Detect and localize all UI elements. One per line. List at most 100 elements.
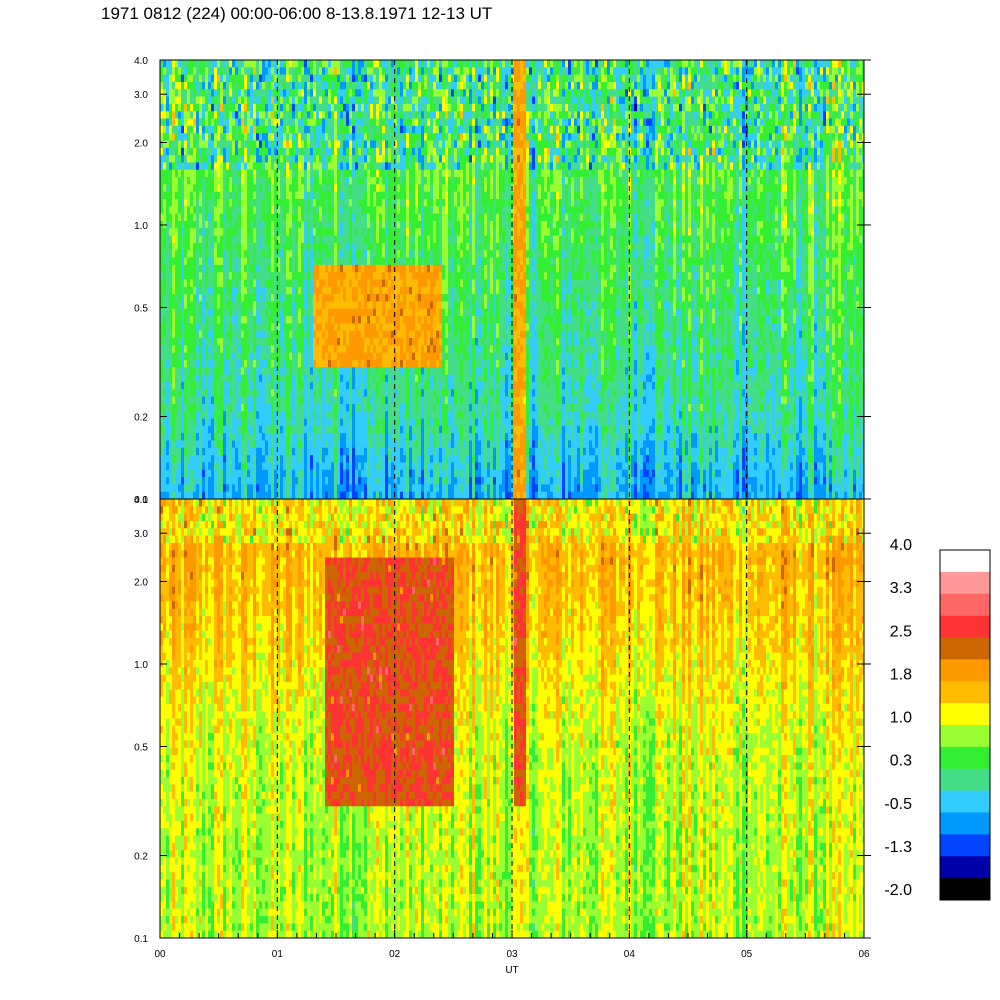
heatmap-cell <box>265 74 269 83</box>
heatmap-cell <box>388 396 392 405</box>
heatmap-cell <box>301 433 305 441</box>
heatmap-cell <box>409 60 413 68</box>
heatmap-cell <box>382 67 386 76</box>
heatmap-cell <box>289 220 293 229</box>
heatmap-cell <box>373 477 377 485</box>
heatmap-cell <box>382 345 386 354</box>
heatmap-cell <box>187 389 191 398</box>
heatmap-cell <box>295 206 299 215</box>
heatmap-cell <box>361 338 365 346</box>
heatmap-cell <box>283 447 287 456</box>
heatmap-cell <box>367 425 371 434</box>
heatmap-cell <box>364 308 368 317</box>
heatmap-cell <box>238 491 242 499</box>
heatmap-cell <box>340 169 344 178</box>
heatmap-cell <box>346 162 350 171</box>
heatmap-cell <box>283 60 287 68</box>
heatmap-cell <box>334 264 338 273</box>
heatmap-cell <box>286 235 290 244</box>
heatmap-cell <box>214 440 218 449</box>
heatmap-cell <box>265 147 269 156</box>
heatmap-cell <box>223 118 227 127</box>
heatmap-cell <box>169 103 173 112</box>
heatmap-cell <box>313 111 317 120</box>
heatmap-cell <box>400 220 404 229</box>
heatmap-cell <box>211 89 215 98</box>
heatmap-cell <box>247 455 251 463</box>
heatmap-cell <box>352 345 356 354</box>
heatmap-cell <box>241 177 245 185</box>
heatmap-cell <box>379 294 383 302</box>
heatmap-cell <box>205 338 209 346</box>
heatmap-cell <box>391 162 395 171</box>
heatmap-cell <box>397 477 401 485</box>
heatmap-cell <box>259 279 263 288</box>
heatmap-cell <box>268 286 272 295</box>
heatmap-cell <box>334 235 338 244</box>
heatmap-cell <box>376 257 380 266</box>
heatmap-cell <box>328 184 332 193</box>
heatmap-cell <box>202 162 206 171</box>
heatmap-cell <box>364 381 368 390</box>
heatmap-cell <box>397 169 401 178</box>
heatmap-cell <box>316 469 320 478</box>
heatmap-cell <box>229 177 233 185</box>
heatmap-cell <box>196 447 200 456</box>
heatmap-cell <box>367 206 371 215</box>
heatmap-cell <box>397 462 401 471</box>
heatmap-cell <box>241 250 245 259</box>
heatmap-cell <box>334 206 338 215</box>
heatmap-cell <box>196 345 200 354</box>
heatmap-cell <box>190 308 194 317</box>
heatmap-cell <box>268 264 272 273</box>
heatmap-cell <box>184 455 188 463</box>
heatmap-cell <box>376 272 380 280</box>
heatmap-cell <box>325 359 329 368</box>
heatmap-cell <box>265 111 269 120</box>
heatmap-cell <box>178 316 182 324</box>
heatmap-cell <box>166 140 170 149</box>
heatmap-cell <box>310 272 314 280</box>
heatmap-cell <box>214 235 218 244</box>
heatmap-cell <box>208 250 212 259</box>
heatmap-cell <box>172 67 176 76</box>
heatmap-cell <box>205 184 209 193</box>
heatmap-cell <box>277 418 281 427</box>
heatmap-cell <box>193 433 197 441</box>
heatmap-cell <box>325 177 329 185</box>
heatmap-cell <box>316 60 320 68</box>
heatmap-cell <box>181 103 185 112</box>
heatmap-cell <box>244 177 248 185</box>
heatmap-cell <box>160 455 164 463</box>
heatmap-cell <box>271 286 275 295</box>
heatmap-cell <box>391 191 395 200</box>
heatmap-cell <box>367 367 371 376</box>
heatmap-cell <box>331 403 335 412</box>
heatmap-cell <box>169 440 173 449</box>
heatmap-cell <box>196 425 200 434</box>
heatmap-cell <box>295 111 299 120</box>
heatmap-cell <box>250 191 254 200</box>
heatmap-cell <box>325 338 329 346</box>
heatmap-cell <box>217 396 221 405</box>
heatmap-cell <box>352 338 356 346</box>
heatmap-cell <box>244 81 248 90</box>
heatmap-cell <box>346 425 350 434</box>
heatmap-cell <box>364 286 368 295</box>
heatmap-cell <box>217 242 221 251</box>
heatmap-cell <box>268 301 272 310</box>
heatmap-cell <box>163 67 167 76</box>
heatmap-cell <box>373 469 377 478</box>
heatmap-cell <box>250 345 254 354</box>
heatmap-cell <box>199 338 203 346</box>
heatmap-cell <box>400 389 404 398</box>
heatmap-cell <box>259 308 263 317</box>
heatmap-cell <box>274 396 278 405</box>
heatmap-cell <box>187 155 191 163</box>
heatmap-cell <box>235 469 239 478</box>
heatmap-cell <box>283 199 287 207</box>
heatmap-cell <box>343 447 347 456</box>
heatmap-cell <box>328 169 332 178</box>
heatmap-cell <box>349 389 353 398</box>
heatmap-cell <box>325 220 329 229</box>
